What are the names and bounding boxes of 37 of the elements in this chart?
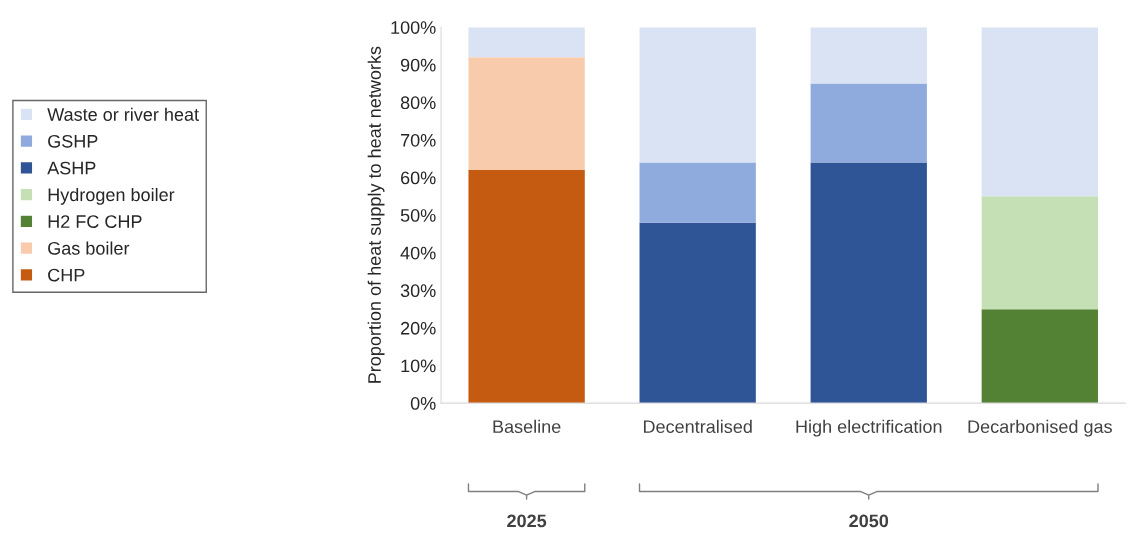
y-axis-title: Proportion of heat supply to heat networks	[367, 46, 385, 383]
y-tick-label: 80%	[400, 96, 436, 110]
legend-label: Hydrogen boiler	[48, 187, 175, 205]
y-tick-label: 20%	[401, 321, 436, 335]
bar	[810, 162, 927, 404]
bar	[468, 27, 585, 58]
legend-label: GSHP	[48, 134, 98, 148]
y-tick-label: 40%	[400, 246, 436, 260]
legend-label: ASHP	[47, 161, 96, 175]
y-tick-label: 50%	[400, 209, 436, 222]
bar	[468, 57, 585, 171]
x-tick-label: High electrification	[796, 419, 942, 437]
text: 2050	[849, 514, 889, 528]
bar	[639, 162, 756, 223]
x-tick-label: Baseline	[493, 419, 561, 434]
legend-label: Waste or river heat	[47, 107, 199, 121]
bar	[639, 222, 756, 404]
y-tick-label: 90%	[400, 58, 436, 72]
bar	[639, 27, 756, 163]
x-tick-label: Decentralised	[643, 419, 752, 434]
bar	[468, 170, 585, 404]
bar	[981, 27, 1098, 197]
bar	[810, 27, 927, 84]
bar	[981, 196, 1098, 310]
x-tick-label: Decarbonised gas	[968, 419, 1112, 437]
legend-label: H2 FC CHP	[48, 215, 142, 228]
y-tick-label: 30%	[400, 284, 436, 298]
y-tick-label: 60%	[401, 171, 436, 185]
bar	[981, 309, 1098, 404]
y-tick-label: 70%	[401, 133, 436, 147]
bar	[810, 83, 927, 163]
text: 2025	[507, 514, 547, 528]
y-tick-label: 0%	[410, 397, 436, 410]
y-tick-label: 10%	[401, 359, 436, 373]
legend-label: CHP	[48, 268, 85, 282]
legend-label: Gas boiler	[48, 241, 130, 255]
y-tick-label: 100%	[391, 21, 436, 34]
